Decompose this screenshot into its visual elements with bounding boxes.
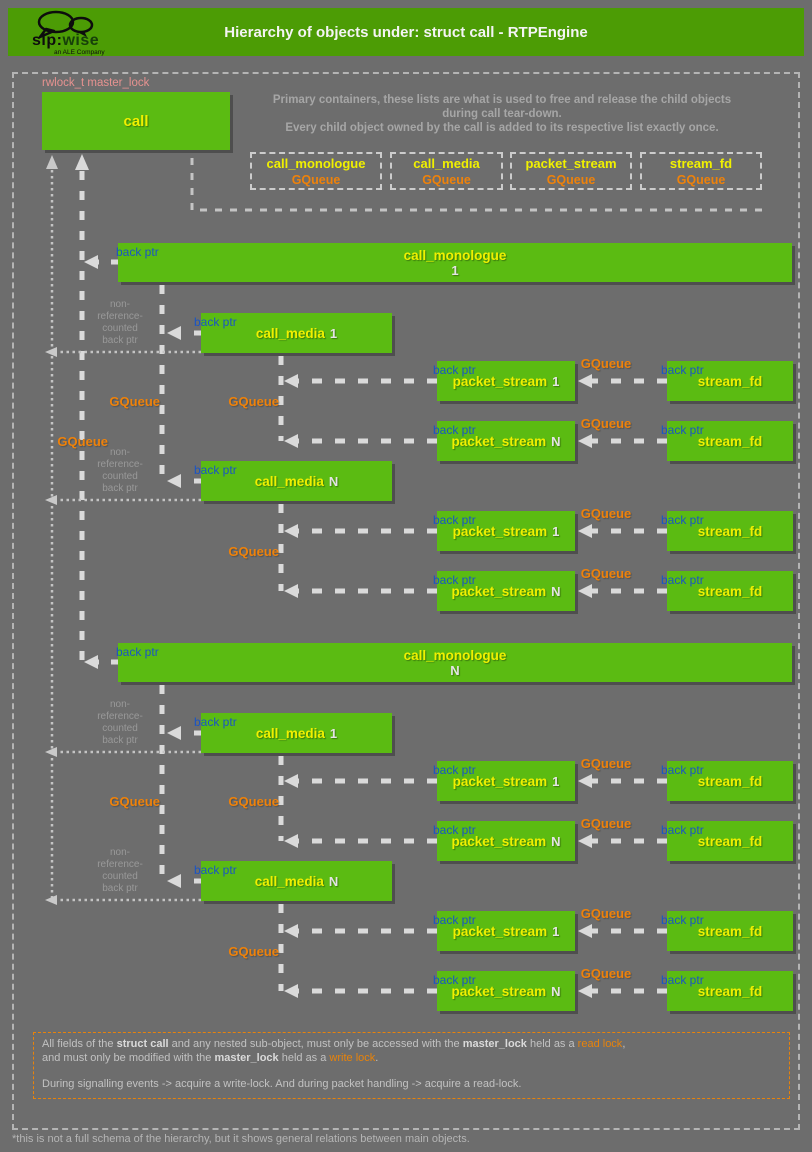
back-ptr-label: back ptr [194, 463, 237, 477]
master-lock-label: rwlock_t master_lock [42, 77, 150, 89]
back-ptr-label: back ptr [116, 645, 159, 659]
packet-stream-box: packet_stream N [437, 421, 575, 461]
back-ptr-label: back ptr [661, 913, 704, 927]
call-monologue-bar: call_monologue N [118, 643, 792, 682]
gqueue-label: GQueue [580, 566, 632, 581]
packet-stream-box: packet_stream N [437, 821, 575, 861]
back-ptr-label: back ptr [661, 823, 704, 837]
back-ptr-label: back ptr [433, 913, 476, 927]
back-ptr-label: back ptr [661, 573, 704, 587]
non-ref-back-ptr-note: non- reference- counted back ptr [97, 299, 143, 346]
stream-fd-box: stream_fd [667, 571, 793, 611]
stream-fd-box: stream_fd [667, 511, 793, 551]
gqueue-label: GQueue [109, 394, 160, 409]
back-ptr-label: back ptr [194, 715, 237, 729]
gqueue-label: GQueue [109, 794, 160, 809]
non-ref-back-ptr-note: non- reference- counted back ptr [97, 447, 143, 494]
locking-note-line1: All fields of the struct call and any ne… [42, 1038, 626, 1050]
gqueue-label: GQueue [228, 394, 279, 409]
queue-legend-call-monologue: call_monologue GQueue [250, 152, 382, 190]
packet-stream-box: packet_stream 1 [437, 361, 575, 401]
gqueue-label: GQueue [580, 756, 632, 771]
page-title: Hierarchy of objects under: struct call … [224, 24, 588, 41]
packet-stream-box: packet_stream 1 [437, 911, 575, 951]
stream-fd-box: stream_fd [667, 421, 793, 461]
note-spacer [42, 1065, 781, 1078]
locking-note-line3: During signalling events -> acquire a wr… [42, 1078, 522, 1090]
back-ptr-label: back ptr [116, 245, 159, 259]
gqueue-label: GQueue [580, 416, 632, 431]
locking-note: All fields of the struct call and any ne… [33, 1032, 790, 1099]
non-ref-back-ptr-note: non- reference- counted back ptr [97, 699, 143, 746]
stream-fd-box: stream_fd [667, 911, 793, 951]
stream-fd-box: stream_fd [667, 821, 793, 861]
back-ptr-label: back ptr [661, 973, 704, 987]
header-bar: sip:wise an ALE Company Hierarchy of obj… [8, 8, 804, 56]
back-ptr-label: back ptr [433, 573, 476, 587]
back-ptr-label: back ptr [661, 423, 704, 437]
schema-footnote: *this is not a full schema of the hierar… [12, 1133, 470, 1145]
call-box: call [42, 92, 230, 150]
gqueue-label: GQueue [580, 506, 632, 521]
packet-stream-box: packet_stream N [437, 971, 575, 1011]
queue-legend-stream-fd: stream_fd GQueue [640, 152, 762, 190]
stream-fd-box: stream_fd [667, 361, 793, 401]
gqueue-label: GQueue [228, 544, 279, 559]
packet-stream-box: packet_stream N [437, 571, 575, 611]
gqueue-label: GQueue [57, 434, 108, 449]
call-media-box: call_media N [201, 461, 392, 501]
stream-fd-box: stream_fd [667, 761, 793, 801]
gqueue-label: GQueue [228, 944, 279, 959]
back-ptr-label: back ptr [433, 763, 476, 777]
intro-text: Primary containers, these lists are what… [272, 94, 732, 134]
back-ptr-label: back ptr [661, 513, 704, 527]
gqueue-label: GQueue [228, 794, 279, 809]
stream-fd-box: stream_fd [667, 971, 793, 1011]
back-ptr-label: back ptr [194, 863, 237, 877]
back-ptr-label: back ptr [661, 763, 704, 777]
sipwise-logo: sip:wise an ALE Company [24, 10, 114, 56]
gqueue-label: GQueue [580, 356, 632, 371]
call-media-box: call_media 1 [201, 313, 392, 353]
back-ptr-label: back ptr [433, 513, 476, 527]
group2-connectors [45, 655, 667, 998]
speech-bubbles-icon [37, 10, 94, 39]
back-ptr-label: back ptr [661, 363, 704, 377]
call-monologue-bar: call_monologue 1 [118, 243, 792, 282]
gqueue-label: GQueue [580, 906, 632, 921]
group1-connectors [45, 255, 667, 598]
non-ref-back-ptr-note: non- reference- counted back ptr [97, 847, 143, 894]
queue-legend-call-media: call_media GQueue [390, 152, 503, 190]
packet-stream-box: packet_stream 1 [437, 511, 575, 551]
back-ptr-label: back ptr [433, 823, 476, 837]
diagram-container [12, 72, 800, 1130]
logo-tagline: an ALE Company [54, 49, 105, 56]
call-back-ptr-spines [46, 154, 762, 900]
gqueue-label: GQueue [580, 816, 632, 831]
packet-stream-box: packet_stream 1 [437, 761, 575, 801]
queue-legend-packet-stream: packet_stream GQueue [510, 152, 632, 190]
back-ptr-label: back ptr [433, 423, 476, 437]
call-media-box: call_media N [201, 861, 392, 901]
back-ptr-label: back ptr [194, 315, 237, 329]
locking-note-line2: and must only be modified with the maste… [42, 1051, 379, 1064]
logo-brand: sip:wise [32, 32, 100, 49]
back-ptr-label: back ptr [433, 973, 476, 987]
gqueue-label: GQueue [580, 966, 632, 981]
call-media-box: call_media 1 [201, 713, 392, 753]
back-ptr-label: back ptr [433, 363, 476, 377]
